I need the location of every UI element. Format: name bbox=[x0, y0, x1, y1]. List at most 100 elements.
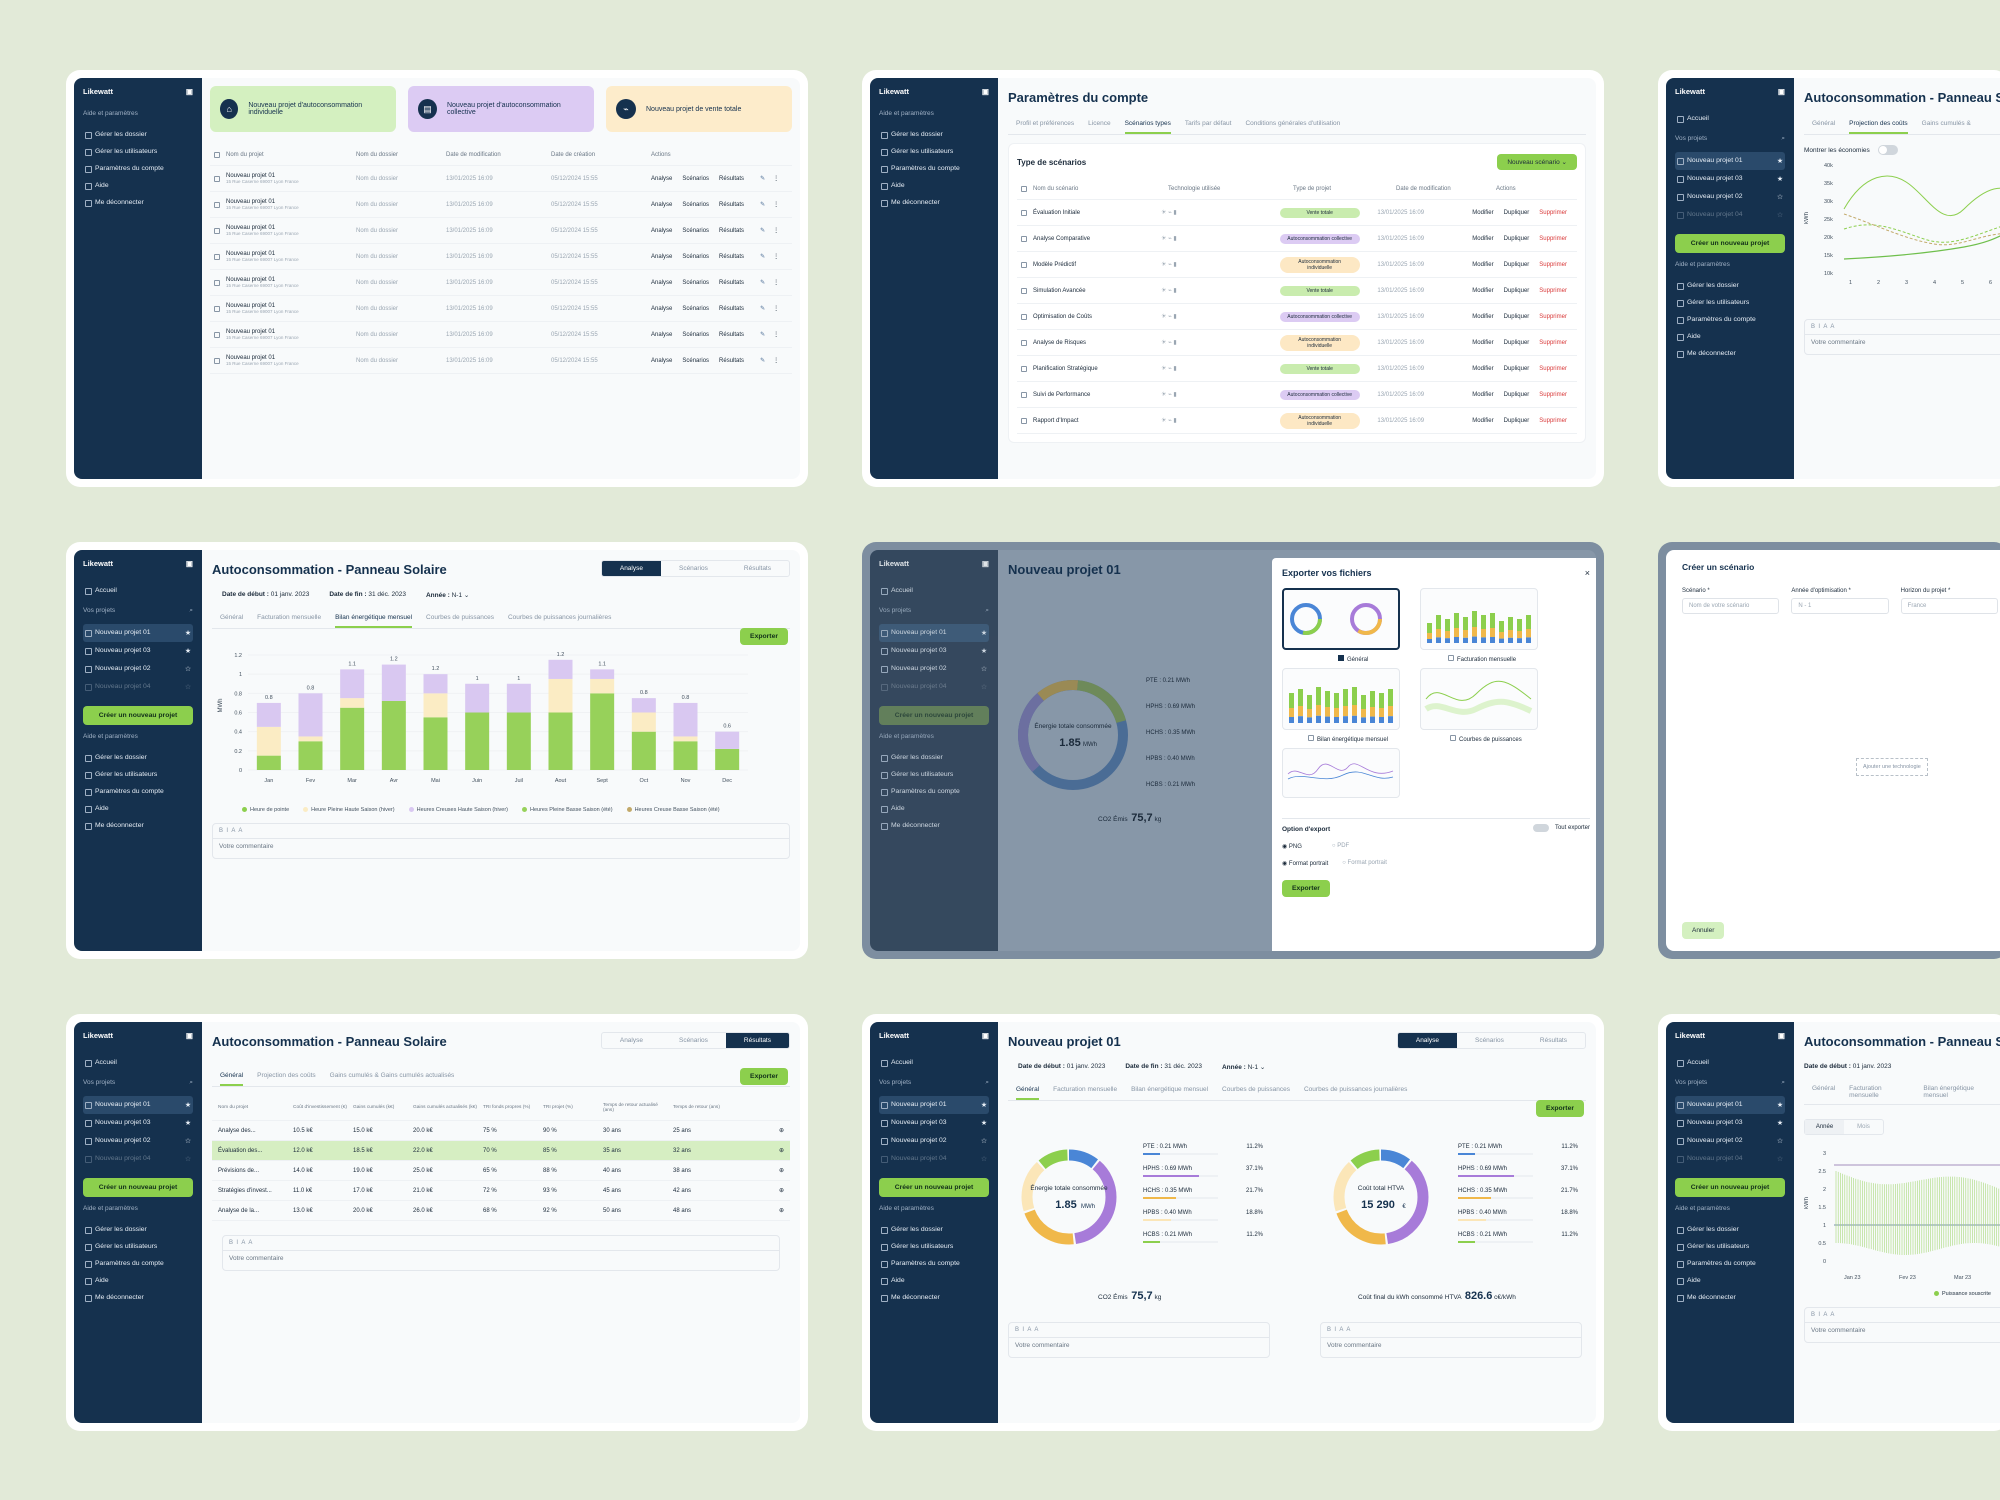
row-checkbox[interactable] bbox=[1021, 417, 1027, 424]
sidebar-project-2[interactable]: Nouveau projet 02 ☆ bbox=[1675, 188, 1785, 206]
collapse-icon[interactable]: ▣ bbox=[981, 559, 989, 568]
action-scenarios-link[interactable]: Scénarios bbox=[682, 175, 710, 182]
export-all[interactable]: Tout exporter bbox=[1532, 824, 1590, 832]
star-icon[interactable]: ★ bbox=[184, 1102, 191, 1109]
table-row[interactable]: Nouveau projet 01 15 Rue Caserne 69007 Ly… bbox=[210, 244, 792, 270]
action-analyse-link[interactable]: Analyse bbox=[651, 175, 673, 182]
new-scenario-button[interactable]: Nouveau scénario ⌄ bbox=[1497, 154, 1577, 170]
modify-link[interactable]: Modifier bbox=[1472, 313, 1494, 320]
export-button[interactable]: Exporter bbox=[740, 628, 788, 645]
modify-link[interactable]: Modifier bbox=[1472, 209, 1494, 216]
tab-power-curves[interactable]: Courbes de puissances bbox=[426, 614, 494, 621]
collapse-icon[interactable]: ▣ bbox=[185, 87, 193, 96]
row-checkbox[interactable] bbox=[1021, 339, 1027, 346]
action-analyse-link[interactable]: Analyse bbox=[651, 357, 673, 364]
star-icon[interactable]: ★ bbox=[980, 1120, 987, 1127]
sidebar-project-4[interactable]: Nouveau projet 04 ☆ bbox=[83, 678, 193, 696]
horizon-input[interactable]: France bbox=[1900, 598, 1998, 614]
tab-power-curves[interactable]: Courbes de puissances bbox=[1222, 1086, 1290, 1093]
sidebar-item-users[interactable]: Gérer les utilisateurs bbox=[879, 1238, 989, 1255]
scenario-name-input[interactable]: Nom de votre scénario bbox=[1682, 598, 1780, 614]
sidebar-project-2[interactable]: Nouveau projet 02 ☆ bbox=[879, 660, 989, 678]
action-results-link[interactable]: Résultats bbox=[719, 253, 745, 260]
col-date[interactable]: Date de modification bbox=[1396, 185, 1451, 192]
row-checkbox[interactable] bbox=[214, 331, 220, 338]
table-row[interactable]: Stratégies d'invest... 11.0 k€ 17.0 k€ 21.0… bbox=[212, 1181, 790, 1201]
table-row[interactable]: Évaluation Initiale ☀ ⌁ ▮ Vente totale 13/0… bbox=[1017, 200, 1577, 226]
export-thumb-general[interactable] bbox=[1282, 588, 1400, 650]
action-scenarios-link[interactable]: Scénarios bbox=[682, 201, 710, 208]
table-row[interactable]: Analyse Comparative ☀ ⌁ ▮ Autoconsommation… bbox=[1017, 226, 1577, 252]
end-date[interactable]: 31 déc. 2023 bbox=[368, 591, 406, 598]
period-year[interactable]: Année bbox=[1805, 1120, 1844, 1134]
more-icon[interactable]: ⋮ bbox=[773, 332, 780, 338]
sidebar-project-1[interactable]: Nouveau projet 01 ★ bbox=[1675, 1096, 1785, 1114]
add-technology-button[interactable]: Ajouter une technologie bbox=[1856, 758, 1928, 776]
modify-link[interactable]: Modifier bbox=[1472, 391, 1494, 398]
export-thumb-daily[interactable] bbox=[1282, 748, 1400, 798]
action-scenarios-link[interactable]: Scénarios bbox=[682, 227, 710, 234]
more-icon[interactable]: ⋮ bbox=[773, 358, 780, 364]
sidebar-project-3[interactable]: Nouveau projet 03 ★ bbox=[83, 642, 193, 660]
sidebar-item-users[interactable]: Gérer les utilisateurs bbox=[1675, 1238, 1785, 1255]
option-curves[interactable]: Courbes de puissances bbox=[1450, 735, 1522, 743]
col-type[interactable]: Type de projet bbox=[1293, 185, 1332, 192]
search-icon[interactable]: ⌕ bbox=[1781, 135, 1785, 142]
sidebar-item-account[interactable]: Paramètres du compte bbox=[879, 1255, 989, 1272]
tab-billing[interactable]: Facturation mensuelle bbox=[1053, 1086, 1118, 1093]
tab-scenarios[interactable]: Scénarios bbox=[678, 565, 708, 572]
tab-scenarios[interactable]: Scénarios types bbox=[1124, 115, 1171, 134]
star-icon[interactable]: ★ bbox=[980, 648, 987, 655]
duplicate-link[interactable]: Dupliquer bbox=[1503, 209, 1530, 216]
star-outline-icon[interactable]: ☆ bbox=[184, 684, 191, 691]
star-outline-icon[interactable]: ☆ bbox=[1776, 212, 1783, 219]
duplicate-link[interactable]: Dupliquer bbox=[1503, 313, 1530, 320]
modify-link[interactable]: Modifier bbox=[1472, 235, 1494, 242]
sidebar-item-users[interactable]: Gérer les utilisateurs bbox=[83, 1238, 193, 1255]
comment-box[interactable]: B I A A Votre commentaire bbox=[1320, 1322, 1582, 1358]
col-modified[interactable]: Date de modification bbox=[446, 151, 501, 158]
table-row[interactable]: Nouveau projet 01 15 Rue Caserne 69007 Ly… bbox=[210, 348, 792, 374]
tab-energy-balance[interactable]: Bilan énergétique mensuel bbox=[1923, 1085, 1975, 1099]
row-checkbox[interactable] bbox=[214, 227, 220, 234]
tab-profile[interactable]: Profil et préférences bbox=[1016, 120, 1075, 127]
sidebar-project-3[interactable]: Nouveau projet 03 ★ bbox=[1675, 170, 1785, 188]
col-folder[interactable]: Nom du dossier bbox=[356, 151, 399, 158]
tab-general[interactable]: Général bbox=[220, 614, 244, 621]
star-icon[interactable]: ★ bbox=[1776, 1120, 1783, 1127]
more-icon[interactable]: ⋮ bbox=[773, 280, 780, 286]
delete-link[interactable]: Supprimer bbox=[1539, 313, 1567, 320]
tab-terms[interactable]: Conditions générales d'utilisation bbox=[1245, 120, 1341, 127]
sidebar-item-help[interactable]: Aide bbox=[879, 800, 989, 817]
action-scenarios-link[interactable]: Scénarios bbox=[682, 357, 710, 364]
sidebar-item-folders[interactable]: Gérer les dossier bbox=[1675, 277, 1785, 294]
sidebar-item-help[interactable]: Aide bbox=[83, 177, 193, 194]
sidebar-item-logout[interactable]: Me déconnecter bbox=[83, 194, 193, 211]
table-row[interactable]: Optimisation de Coûts ☀ ⌁ ▮ Autoconsommati… bbox=[1017, 304, 1577, 330]
column-header[interactable]: Coût d'investissement (€) bbox=[293, 1105, 347, 1110]
duplicate-link[interactable]: Dupliquer bbox=[1503, 391, 1530, 398]
tab-energy-balance[interactable]: Bilan énergétique mensuel bbox=[1131, 1086, 1209, 1093]
new-project-sale-card[interactable]: ⌁ Nouveau projet de vente totale bbox=[606, 86, 792, 132]
action-results-link[interactable]: Résultats bbox=[719, 331, 745, 338]
row-checkbox[interactable] bbox=[1021, 287, 1027, 294]
end-date[interactable]: 31 déc. 2023 bbox=[1164, 1063, 1202, 1070]
export-button[interactable]: Exporter bbox=[1282, 880, 1330, 897]
action-results-link[interactable]: Résultats bbox=[719, 227, 745, 234]
project-name[interactable]: Nouveau projet 01 bbox=[226, 199, 276, 205]
duplicate-link[interactable]: Dupliquer bbox=[1503, 235, 1530, 242]
collapse-icon[interactable]: ▣ bbox=[981, 1031, 989, 1040]
action-scenarios-link[interactable]: Scénarios bbox=[682, 279, 710, 286]
sidebar-project-2[interactable]: Nouveau projet 02 ☆ bbox=[83, 1132, 193, 1150]
action-analyse-link[interactable]: Analyse bbox=[651, 331, 673, 338]
delete-link[interactable]: Supprimer bbox=[1539, 209, 1567, 216]
tab-tariffs[interactable]: Tarifs par défaut bbox=[1184, 120, 1232, 127]
tab-analyse[interactable]: Analyse bbox=[601, 561, 661, 576]
table-row[interactable]: Prévisions de... 14.0 k€ 19.0 k€ 25.0 k€ 65 … bbox=[212, 1161, 790, 1181]
sidebar-project-2[interactable]: Nouveau projet 02 ☆ bbox=[879, 1132, 989, 1150]
search-icon[interactable]: ⌕ bbox=[189, 607, 193, 614]
sidebar-project-1[interactable]: Nouveau projet 01 ★ bbox=[1675, 152, 1785, 170]
table-row[interactable]: Nouveau projet 01 15 Rue Caserne 69007 Ly… bbox=[210, 218, 792, 244]
tab-scenarios[interactable]: Scénarios bbox=[1474, 1037, 1504, 1044]
modify-link[interactable]: Modifier bbox=[1472, 339, 1494, 346]
